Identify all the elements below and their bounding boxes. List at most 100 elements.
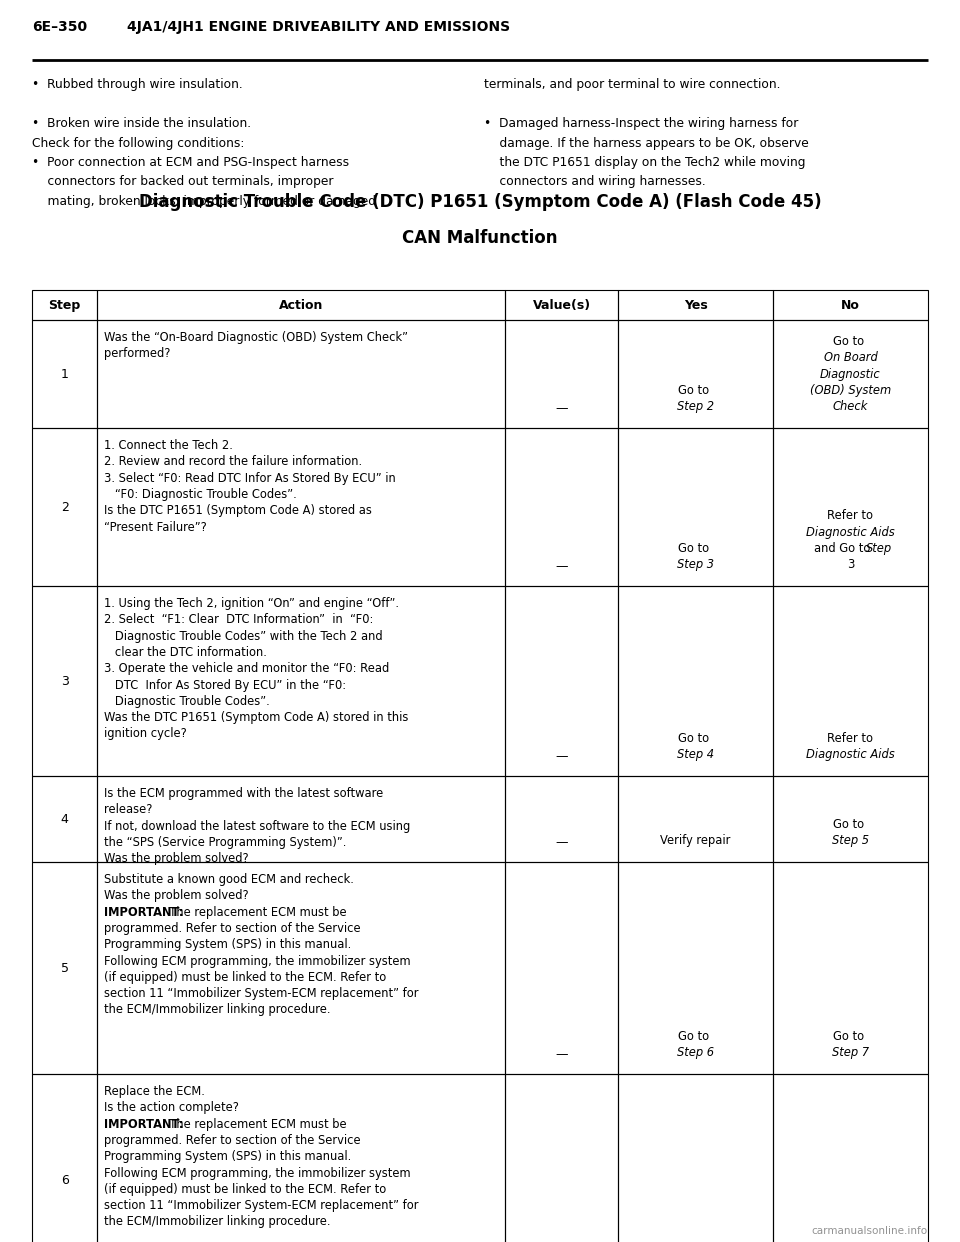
Text: Is the action complete?: Is the action complete? (105, 1102, 239, 1114)
Text: Refer to: Refer to (828, 732, 874, 745)
Text: The replacement ECM must be: The replacement ECM must be (162, 905, 347, 919)
Text: section 11 “Immobilizer System-ECM replacement” for: section 11 “Immobilizer System-ECM repla… (105, 987, 419, 1000)
Text: 1: 1 (60, 368, 69, 380)
Text: Was the problem solved?: Was the problem solved? (105, 852, 249, 866)
Bar (618, 1074, 773, 1242)
Text: —: — (555, 836, 567, 850)
Text: Step 3: Step 3 (677, 559, 714, 571)
Text: —: — (555, 560, 567, 573)
Text: connectors and wiring harnesses.: connectors and wiring harnesses. (485, 175, 707, 189)
Text: 3. Select “F0: Read DTC Infor As Stored By ECU” in: 3. Select “F0: Read DTC Infor As Stored … (105, 472, 396, 484)
Text: Diagnostic Aids: Diagnostic Aids (806, 749, 895, 761)
Bar (773, 428, 928, 586)
Bar (32, 862, 97, 1074)
Bar (97, 862, 505, 1074)
Text: Diagnostic: Diagnostic (820, 368, 881, 381)
Text: CAN Malfunction: CAN Malfunction (402, 229, 558, 247)
Text: Is the ECM programmed with the latest software: Is the ECM programmed with the latest so… (105, 787, 384, 800)
Bar (505, 776, 618, 862)
Text: Action: Action (279, 298, 324, 312)
Text: Step 2: Step 2 (677, 400, 714, 414)
Text: the “SPS (Service Programming System)”.: the “SPS (Service Programming System)”. (105, 836, 347, 848)
Text: Check: Check (833, 400, 868, 414)
Text: Value(s): Value(s) (533, 298, 590, 312)
Text: (if equipped) must be linked to the ECM. Refer to: (if equipped) must be linked to the ECM.… (105, 1182, 387, 1196)
Text: clear the DTC information.: clear the DTC information. (105, 646, 267, 660)
Bar (773, 320, 928, 428)
Text: programmed. Refer to section of the Service: programmed. Refer to section of the Serv… (105, 922, 361, 935)
Text: Step 5: Step 5 (832, 835, 869, 847)
Text: •  Poor connection at ECM and PSG-Inspect harness: • Poor connection at ECM and PSG-Inspect… (32, 156, 349, 169)
Text: Yes: Yes (684, 298, 708, 312)
Text: Is the DTC P1651 (Symptom Code A) stored as: Is the DTC P1651 (Symptom Code A) stored… (105, 504, 372, 517)
Bar (32, 289, 97, 320)
Bar (773, 862, 928, 1074)
Text: Diagnostic Trouble Codes” with the Tech 2 and: Diagnostic Trouble Codes” with the Tech … (105, 630, 383, 642)
Text: Go to: Go to (678, 384, 713, 397)
Text: Go to: Go to (678, 542, 713, 555)
Text: Step 7: Step 7 (832, 1046, 869, 1059)
Text: Diagnostic Aids: Diagnostic Aids (806, 525, 895, 539)
Text: 5: 5 (60, 961, 69, 975)
Bar (505, 320, 618, 428)
Text: DTC  Infor As Stored By ECU” in the “F0:: DTC Infor As Stored By ECU” in the “F0: (105, 678, 347, 692)
Text: Go to: Go to (678, 732, 713, 745)
Text: 1. Connect the Tech 2.: 1. Connect the Tech 2. (105, 438, 233, 452)
Text: The replacement ECM must be: The replacement ECM must be (162, 1118, 347, 1130)
Bar (97, 320, 505, 428)
Bar (32, 1074, 97, 1242)
Bar (97, 586, 505, 776)
Text: 2: 2 (60, 501, 69, 513)
Bar (32, 586, 97, 776)
Text: Was the DTC P1651 (Symptom Code A) stored in this: Was the DTC P1651 (Symptom Code A) store… (105, 712, 409, 724)
Text: 2. Select  “F1: Clear  DTC Information”  in  “F0:: 2. Select “F1: Clear DTC Information” in… (105, 614, 373, 626)
Bar (505, 428, 618, 586)
Text: On Board: On Board (824, 351, 877, 364)
Text: Step 4: Step 4 (677, 749, 714, 761)
Bar (618, 428, 773, 586)
Text: “F0: Diagnostic Trouble Codes”.: “F0: Diagnostic Trouble Codes”. (105, 488, 298, 501)
Text: Diagnostic Trouble Codes”.: Diagnostic Trouble Codes”. (105, 694, 270, 708)
Bar (97, 776, 505, 862)
Text: •  Damaged harness-Inspect the wiring harness for: • Damaged harness-Inspect the wiring har… (485, 117, 799, 130)
Bar (618, 776, 773, 862)
Text: —: — (555, 750, 567, 763)
Text: mating, broken locks, improperly formed or damaged: mating, broken locks, improperly formed … (32, 195, 376, 207)
Text: Was the “On-Board Diagnostic (OBD) System Check”: Was the “On-Board Diagnostic (OBD) Syste… (105, 332, 408, 344)
Text: IMPORTANT:: IMPORTANT: (105, 905, 184, 919)
Text: Substitute a known good ECM and recheck.: Substitute a known good ECM and recheck. (105, 873, 354, 886)
Text: 3: 3 (847, 559, 854, 571)
Text: 4JA1/4JH1 ENGINE DRIVEABILITY AND EMISSIONS: 4JA1/4JH1 ENGINE DRIVEABILITY AND EMISSI… (127, 20, 510, 34)
Text: Following ECM programming, the immobilizer system: Following ECM programming, the immobiliz… (105, 1166, 411, 1180)
Text: Go to: Go to (678, 1030, 713, 1043)
Bar (773, 586, 928, 776)
Text: (OBD) System: (OBD) System (810, 384, 891, 397)
Text: the ECM/Immobilizer linking procedure.: the ECM/Immobilizer linking procedure. (105, 1216, 331, 1228)
Text: Check for the following conditions:: Check for the following conditions: (32, 137, 245, 149)
Bar (618, 586, 773, 776)
Text: ignition cycle?: ignition cycle? (105, 728, 187, 740)
Bar (773, 776, 928, 862)
Text: and Go to: and Go to (814, 542, 875, 555)
Text: Refer to: Refer to (828, 509, 874, 523)
Bar (618, 289, 773, 320)
Bar (32, 320, 97, 428)
Text: Replace the ECM.: Replace the ECM. (105, 1086, 205, 1098)
Bar (773, 289, 928, 320)
Text: 3: 3 (60, 674, 69, 688)
Text: 6: 6 (60, 1174, 69, 1186)
Text: 2. Review and record the failure information.: 2. Review and record the failure informa… (105, 456, 363, 468)
Bar (97, 1074, 505, 1242)
Text: •  Broken wire inside the insulation.: • Broken wire inside the insulation. (32, 117, 252, 130)
Text: If not, download the latest software to the ECM using: If not, download the latest software to … (105, 820, 411, 832)
Text: Programming System (SPS) in this manual.: Programming System (SPS) in this manual. (105, 1150, 351, 1164)
Text: No: No (841, 298, 860, 312)
Text: the ECM/Immobilizer linking procedure.: the ECM/Immobilizer linking procedure. (105, 1004, 331, 1016)
Text: the DTC P1651 display on the Tech2 while moving: the DTC P1651 display on the Tech2 while… (485, 156, 806, 169)
Bar (618, 862, 773, 1074)
Text: Diagnostic Trouble Code (DTC) P1651 (Symptom Code A) (Flash Code 45): Diagnostic Trouble Code (DTC) P1651 (Sym… (138, 193, 822, 211)
Text: Verify repair: Verify repair (660, 835, 731, 847)
Text: Was the problem solved?: Was the problem solved? (105, 889, 249, 902)
Bar (505, 1074, 618, 1242)
Text: Go to: Go to (833, 1030, 868, 1043)
